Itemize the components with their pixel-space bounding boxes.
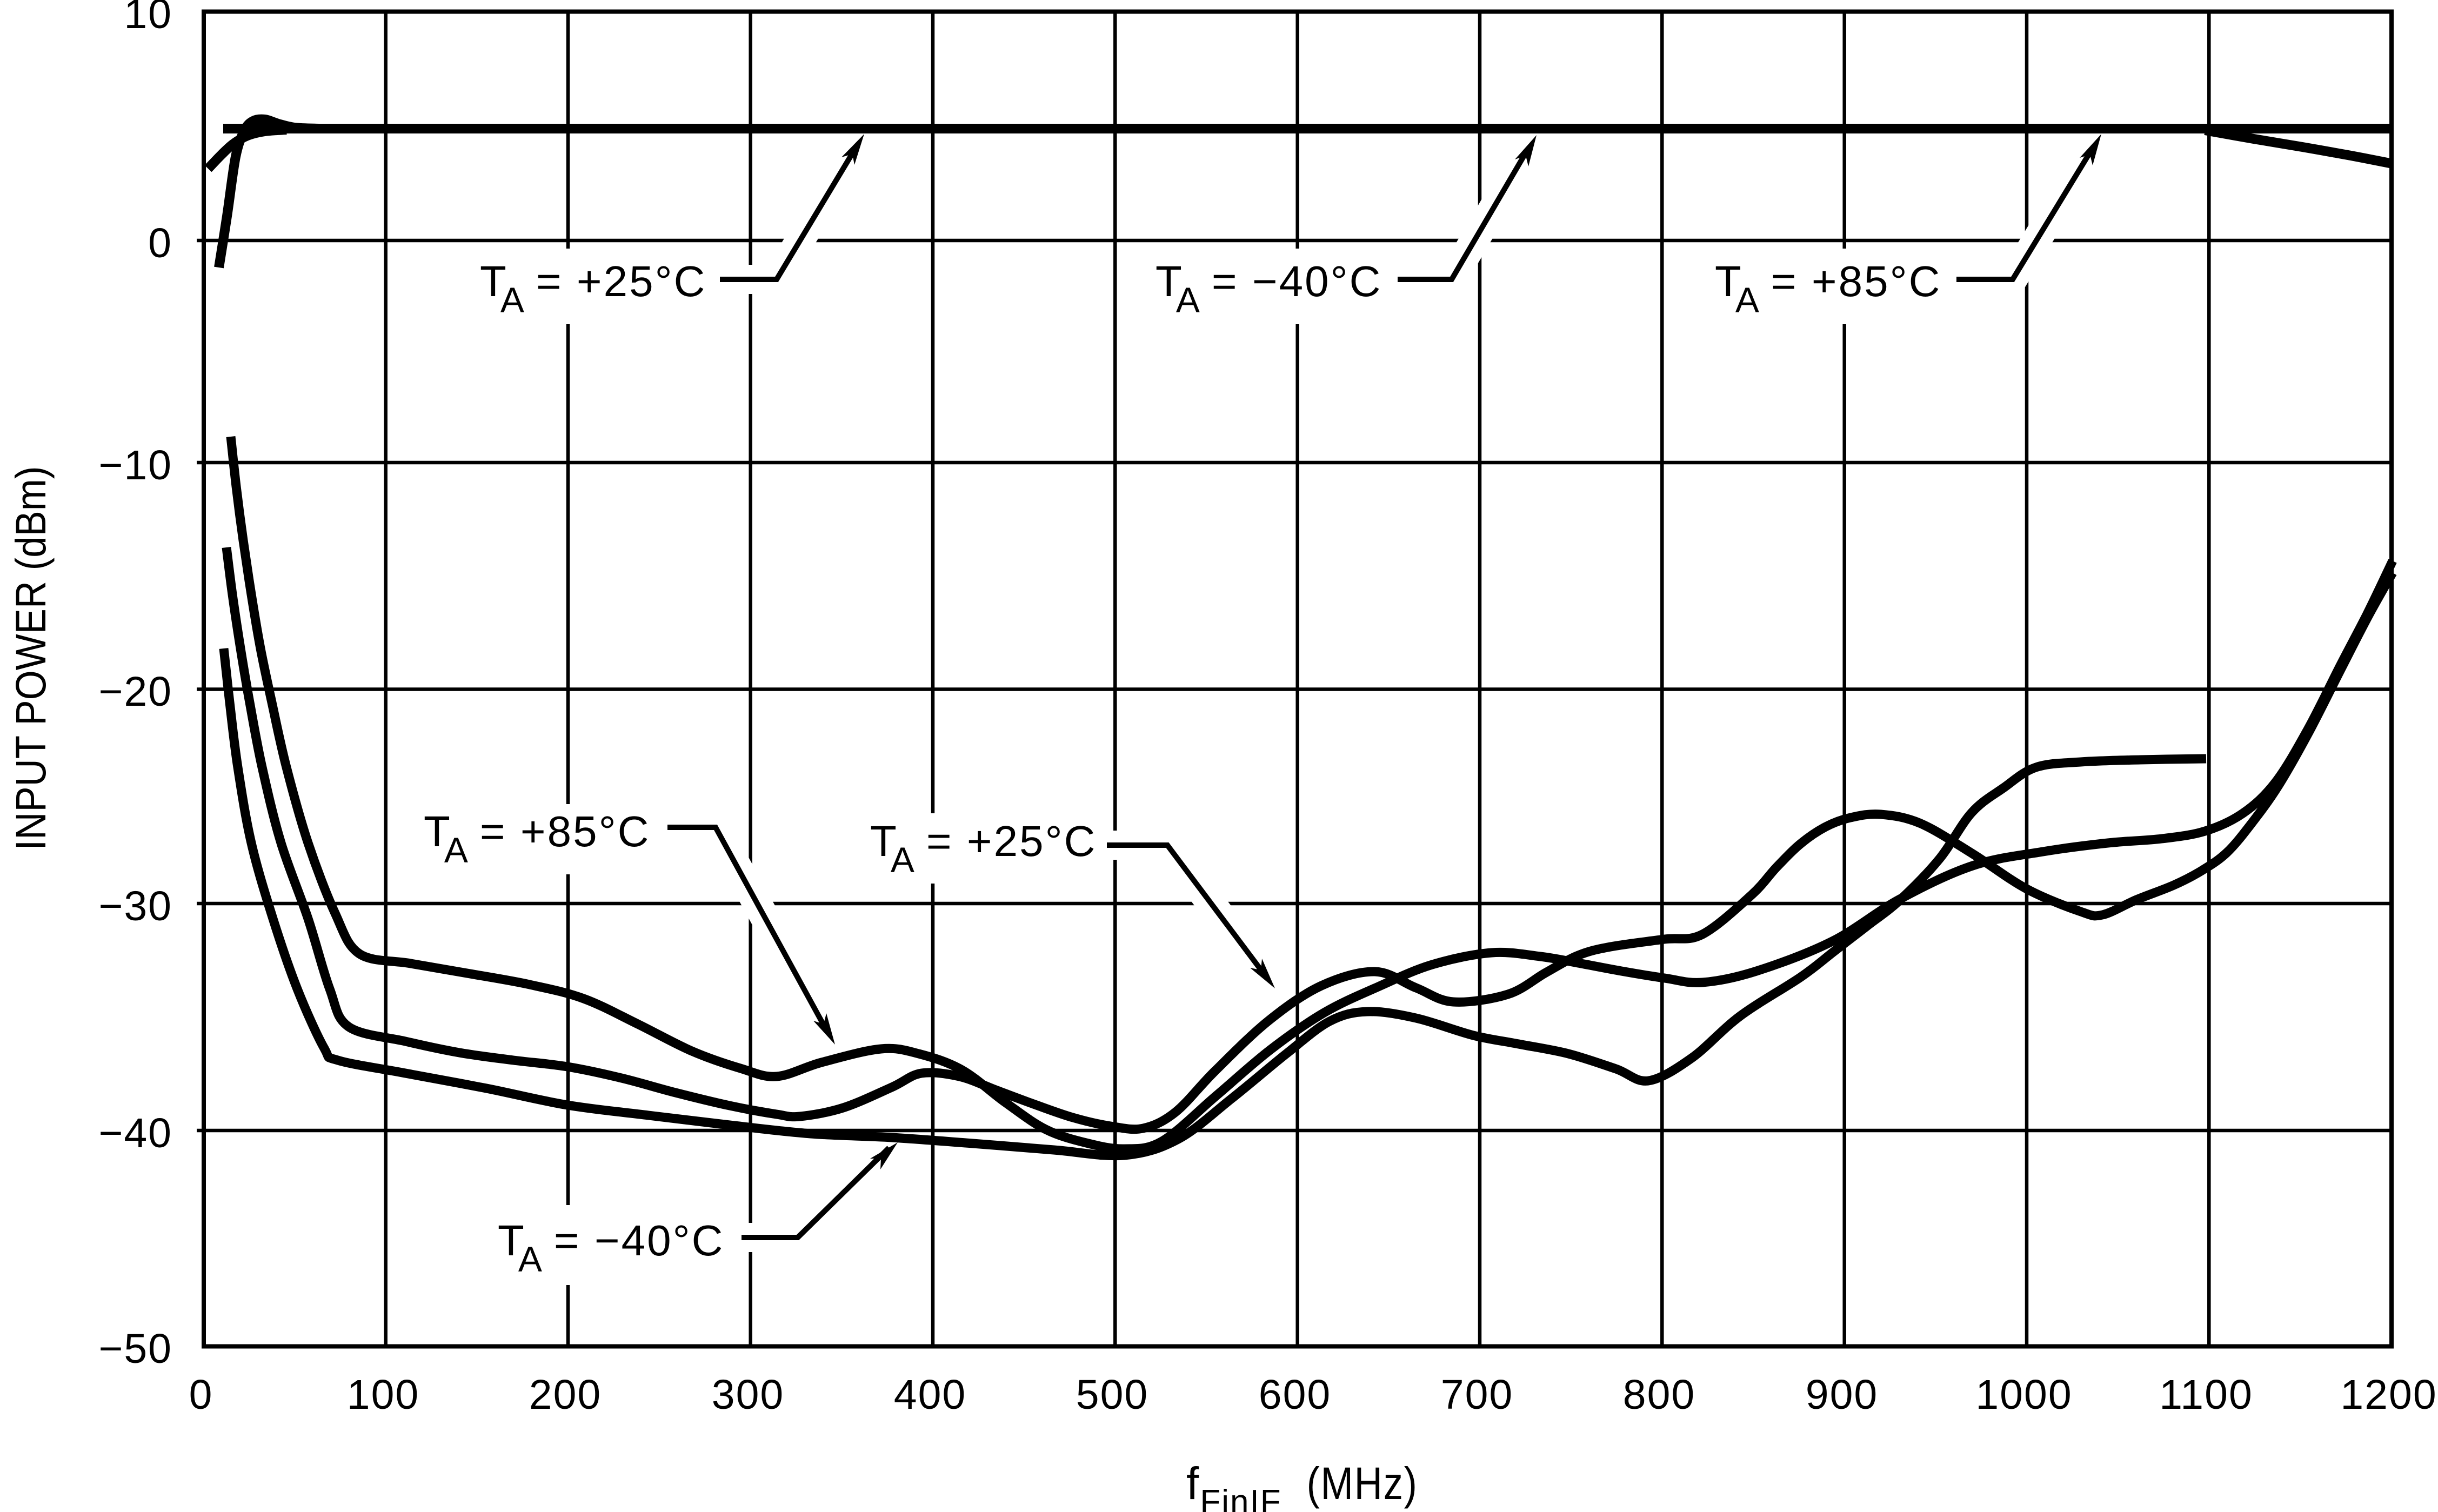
- svg-text:10: 10: [124, 0, 172, 37]
- svg-text:600: 600: [1259, 1371, 1331, 1418]
- svg-text:900: 900: [1806, 1371, 1878, 1418]
- svg-text:700: 700: [1441, 1371, 1513, 1418]
- svg-text:800: 800: [1623, 1371, 1695, 1418]
- svg-text:500: 500: [1076, 1371, 1148, 1418]
- svg-text:−40: −40: [98, 1110, 172, 1156]
- svg-text:1100: 1100: [2159, 1371, 2253, 1418]
- svg-text:−50: −50: [98, 1326, 172, 1372]
- svg-text:1200: 1200: [2340, 1371, 2437, 1418]
- svg-text:−10: −10: [98, 442, 172, 489]
- svg-text:0: 0: [148, 220, 172, 266]
- svg-text:200: 200: [529, 1371, 602, 1418]
- svg-text:100: 100: [347, 1371, 419, 1418]
- svg-text:400: 400: [894, 1371, 966, 1418]
- svg-text:−20: −20: [98, 668, 172, 715]
- svg-text:1000: 1000: [1975, 1371, 2072, 1418]
- svg-text:0: 0: [189, 1371, 213, 1418]
- svg-text:INPUT POWER (dBm): INPUT POWER (dBm): [6, 466, 55, 851]
- svg-text:300: 300: [712, 1371, 784, 1418]
- svg-text:−30: −30: [98, 883, 172, 929]
